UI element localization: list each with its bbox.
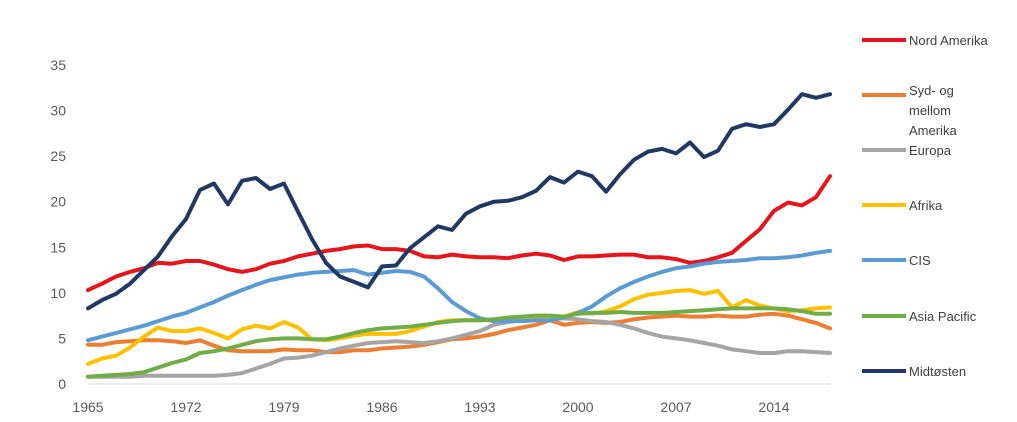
legend-label: Syd- og mellom Amerika xyxy=(909,83,957,138)
legend: Nord Amerika Syd- og mellom Amerika Europa Af… xyxy=(862,33,989,379)
series-line xyxy=(86,306,832,379)
series-lines xyxy=(86,92,832,379)
x-axis-ticks: 1965 1972 1979 1986 1993 2000 2007 2014 xyxy=(72,399,789,415)
y-tick-label: 10 xyxy=(50,285,66,301)
legend-item: Midtøsten xyxy=(862,364,966,379)
legend-label: Afrika xyxy=(909,198,943,213)
x-tick-label: 2000 xyxy=(562,399,593,415)
legend-item: Asia Pacific xyxy=(862,309,977,324)
x-tick-label: 1986 xyxy=(366,399,397,415)
y-tick-label: 5 xyxy=(58,330,66,346)
series-line xyxy=(86,311,832,355)
legend-label: Nord Amerika xyxy=(909,33,989,48)
series-line xyxy=(86,174,832,293)
x-tick-label: 1979 xyxy=(268,399,299,415)
x-tick-label: 1972 xyxy=(170,399,201,415)
legend-item: Europa xyxy=(862,143,952,158)
series-line xyxy=(86,316,832,379)
legend-item: Nord Amerika xyxy=(862,33,989,48)
legend-label: Asia Pacific xyxy=(909,309,977,324)
y-tick-label: 25 xyxy=(50,148,66,164)
x-tick-label: 1993 xyxy=(464,399,495,415)
y-tick-label: 0 xyxy=(58,376,66,392)
legend-label: Midtøsten xyxy=(909,364,966,379)
x-tick-label: 2007 xyxy=(660,399,691,415)
legend-label: CIS xyxy=(909,253,931,268)
x-tick-label: 1965 xyxy=(72,399,103,415)
x-tick-label: 2014 xyxy=(758,399,789,415)
legend-label: Europa xyxy=(909,143,952,158)
legend-item: Syd- og mellom Amerika xyxy=(862,83,957,138)
y-axis-ticks: 0 5 10 15 20 25 30 35 xyxy=(50,57,66,392)
legend-item: CIS xyxy=(862,253,931,268)
y-tick-label: 20 xyxy=(50,194,66,210)
y-tick-label: 30 xyxy=(50,103,66,119)
series-line xyxy=(86,92,832,311)
legend-item: Afrika xyxy=(862,198,943,213)
series-line xyxy=(86,248,832,343)
y-tick-label: 35 xyxy=(50,57,66,73)
y-tick-label: 15 xyxy=(50,239,66,255)
